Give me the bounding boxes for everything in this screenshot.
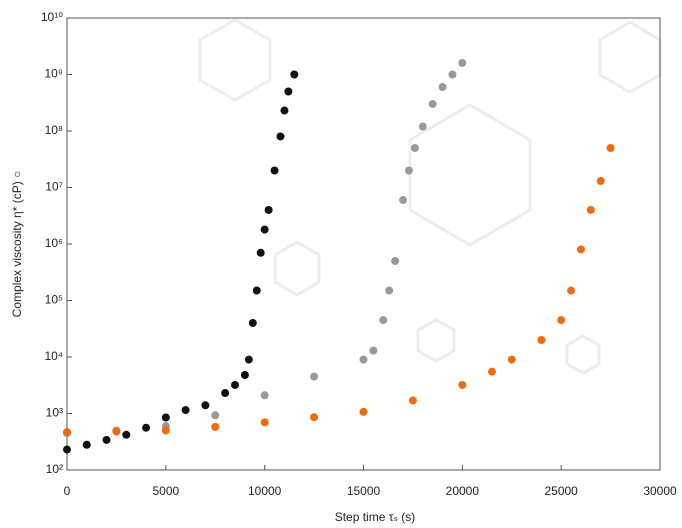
data-point — [112, 427, 121, 436]
x-tick-label: 20000 — [446, 484, 480, 498]
x-axis-label: Step time τₛ (s) — [335, 510, 416, 524]
data-point — [399, 196, 408, 205]
data-point — [280, 106, 289, 115]
data-point — [606, 144, 615, 153]
data-point — [448, 70, 457, 79]
data-point — [290, 70, 299, 79]
background-decoration — [198, 18, 662, 375]
data-point — [260, 391, 269, 400]
data-point — [586, 205, 595, 214]
data-point — [244, 355, 253, 364]
data-point — [256, 248, 265, 257]
data-point — [310, 372, 319, 381]
data-point — [142, 423, 151, 432]
data-point — [537, 335, 546, 344]
x-tick-label: 10000 — [248, 484, 282, 498]
data-point — [221, 389, 230, 398]
data-point — [487, 367, 496, 376]
data-point — [557, 316, 566, 325]
x-tick-label: 0 — [64, 484, 71, 498]
plot-frame — [66, 17, 661, 471]
data-point — [231, 380, 240, 389]
data-point — [507, 355, 516, 364]
data-point — [359, 355, 368, 364]
data-point — [270, 166, 279, 175]
data-point — [161, 413, 170, 422]
y-tick-label: 10⁴ — [44, 349, 63, 363]
data-point — [567, 286, 576, 295]
data-point — [276, 132, 285, 141]
data-point — [248, 318, 257, 327]
data-point — [408, 396, 417, 405]
data-point — [284, 87, 293, 96]
data-point — [576, 245, 585, 254]
data-point — [211, 411, 220, 420]
data-point — [428, 100, 437, 109]
y-tick-label: 10⁸ — [45, 123, 63, 137]
data-point — [264, 205, 273, 214]
data-point — [102, 435, 111, 444]
data-point — [82, 440, 91, 449]
data-point — [181, 406, 190, 415]
data-point — [211, 422, 220, 431]
data-point — [418, 122, 427, 131]
data-point — [385, 286, 394, 295]
data-point — [63, 445, 71, 454]
data-point — [458, 380, 467, 389]
data-point — [161, 426, 170, 435]
x-tick-label: 5000 — [152, 484, 179, 498]
x-tick-label: 25000 — [544, 484, 578, 498]
data-point — [63, 428, 71, 437]
data-point — [252, 286, 261, 295]
y-axis-label: Complex viscosity η* (cP) ○ — [10, 171, 24, 318]
data-point — [260, 418, 269, 427]
data-point — [458, 58, 467, 67]
data-point — [404, 166, 413, 175]
y-tick-label: 10¹⁰ — [41, 10, 63, 24]
x-tick-label: 30000 — [643, 484, 677, 498]
data-point — [260, 225, 269, 234]
data-point — [240, 371, 249, 380]
y-tick-label: 10⁹ — [45, 67, 64, 81]
y-tick-label: 10⁵ — [45, 293, 63, 307]
data-point — [122, 430, 131, 439]
data-point — [596, 177, 605, 186]
data-point — [359, 407, 368, 416]
y-tick-label: 10⁷ — [45, 180, 63, 194]
data-point — [438, 83, 447, 92]
data-point — [379, 316, 388, 325]
y-tick-label: 10² — [46, 462, 63, 476]
data-point — [391, 257, 400, 266]
data-point — [201, 401, 210, 410]
data-point — [310, 413, 319, 422]
x-tick-label: 15000 — [347, 484, 381, 498]
data-point — [369, 346, 378, 355]
data-point — [410, 144, 419, 153]
y-tick-label: 10⁶ — [45, 236, 63, 250]
y-tick-label: 10³ — [46, 406, 63, 420]
